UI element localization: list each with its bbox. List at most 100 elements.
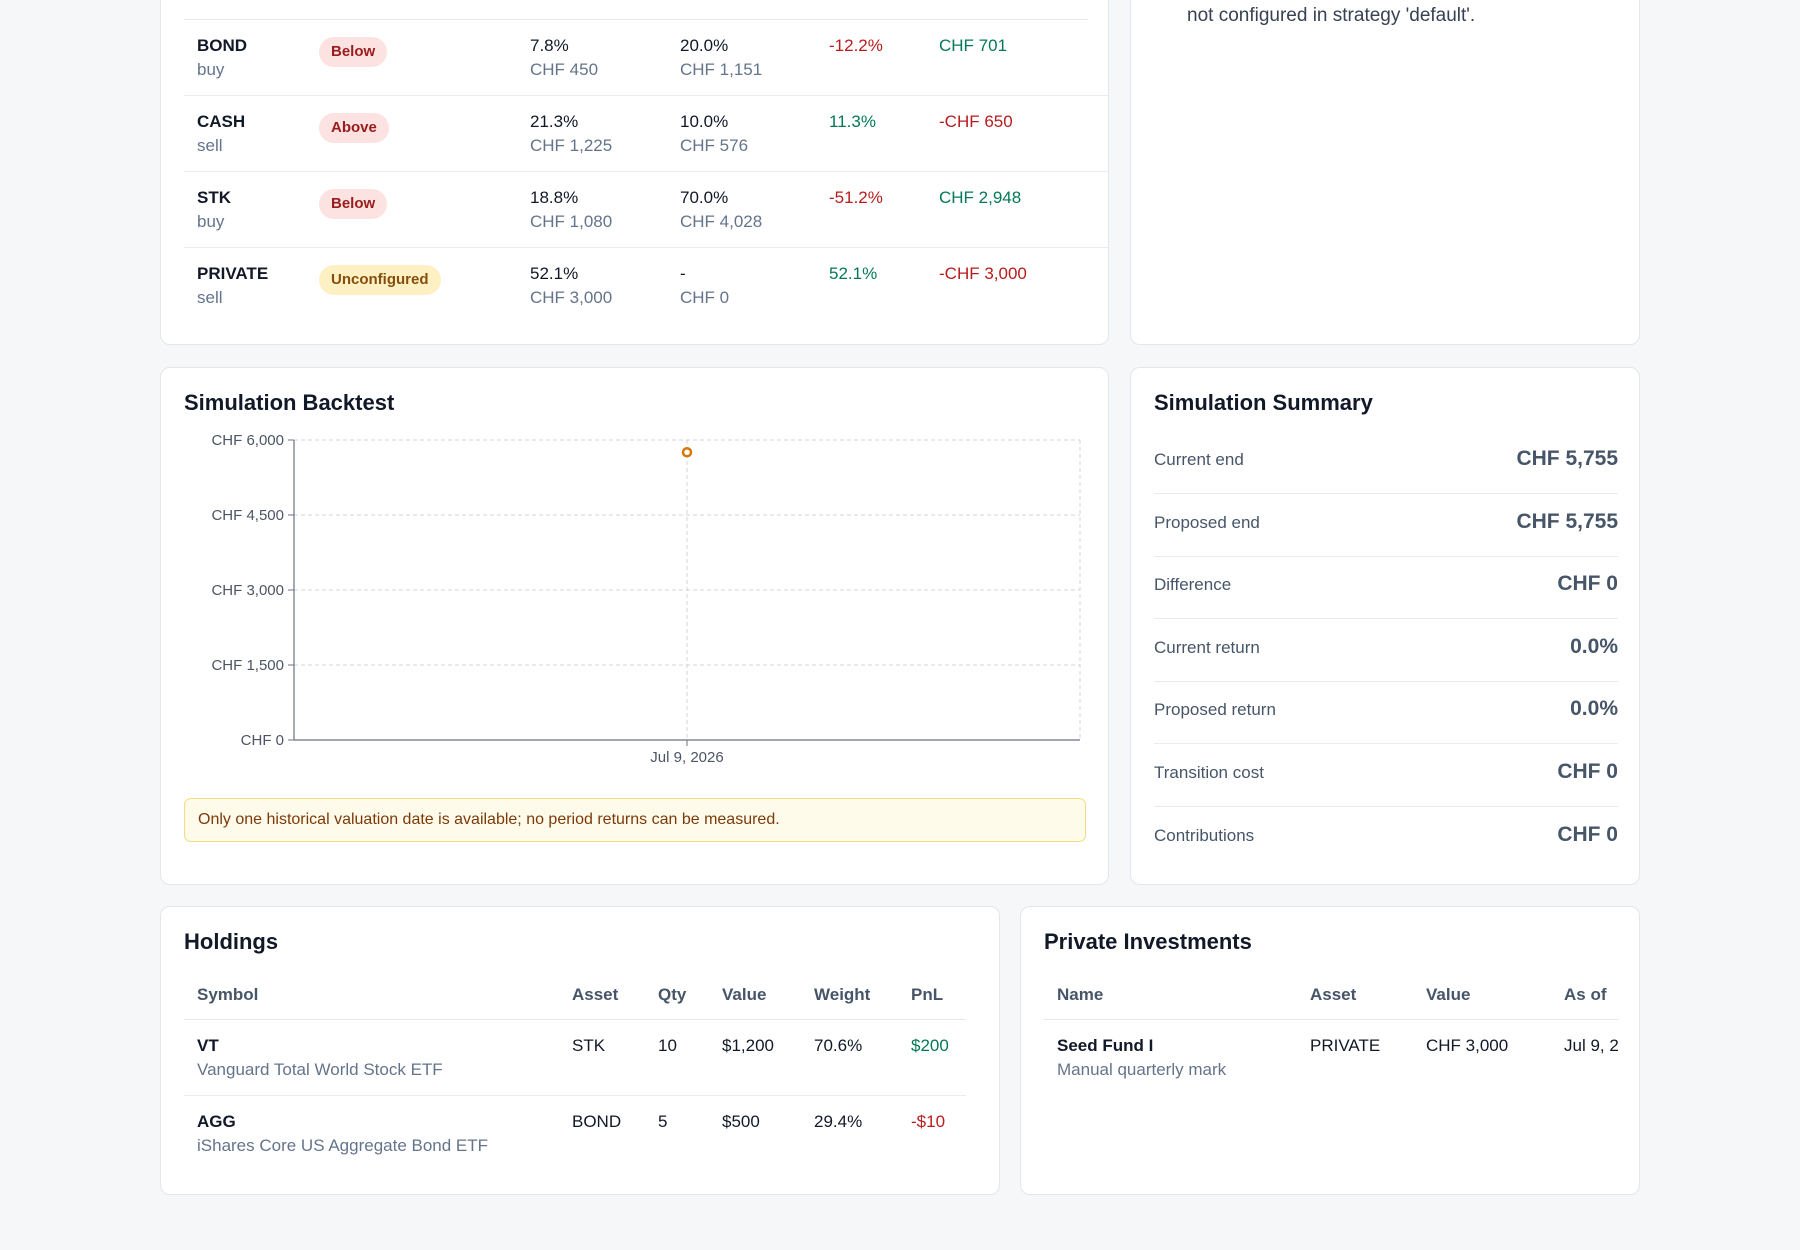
summary-label: Proposed return [1154,700,1276,720]
holding-qty: 5 [658,1112,668,1131]
col-as-of[interactable]: As of [1564,985,1607,1004]
summary-row: Current end CHF 5,755 [1154,432,1618,494]
col-name[interactable]: Name [1057,985,1104,1004]
summary-card: Simulation Summary Current end CHF 5,755 P… [1130,367,1640,885]
backtest-alert: Only one historical valuation date is av… [184,798,1086,842]
holding-value: $1,200 [722,1036,774,1055]
private-note: Manual quarterly mark [1057,1060,1227,1079]
target-pct: 70.0% [680,188,729,207]
col-weight[interactable]: Weight [814,985,871,1004]
summary-row: Current return 0.0% [1154,620,1618,682]
holding-weight: 70.6% [814,1036,863,1055]
summary-row: Contributions CHF 0 [1154,808,1618,870]
warnings-card: not configured in strategy 'default'. [1130,0,1640,345]
holdings-card: Holdings Symbol Asset Qty Value Weight P… [160,906,1000,1195]
private-card: Private Investments Name Asset Value As … [1020,906,1640,1195]
y-tick-label: CHF 3,000 [211,582,284,599]
summary-value: 0.0% [1570,697,1618,721]
summary-label: Current end [1154,450,1244,469]
private-as-of: Jul 9, 2026 [1564,1036,1618,1055]
summary-value: CHF 5,755 [1516,509,1618,533]
warning-text: not configured in strategy 'default'. [1187,5,1476,26]
data-point[interactable] [681,447,693,458]
y-tick-label: CHF 1,500 [211,657,284,674]
target-value: CHF 1,151 [680,60,763,79]
drift-value: 52.1% [829,264,878,283]
col-symbol[interactable]: Symbol [197,985,259,1004]
delta-value: -CHF 650 [939,112,1013,131]
col-value[interactable]: Value [1426,985,1471,1004]
holdings-title: Holdings [184,929,279,954]
summary-value: CHF 0 [1557,760,1618,783]
drift-card: BOND buy Below 7.8% CHF 450 20.0% CHF 1,151 -12… [160,0,1109,345]
asset-code: STK [197,188,231,207]
table-row[interactable]: Seed Fund I Manual quarterly mark PRIVATE C… [1044,1020,1618,1096]
drift-row: PRIVATE sell Unconfigured 52.1% CHF 3,000- CH… [184,248,1108,324]
col-qty[interactable]: Qty [658,985,687,1004]
holding-asset: STK [572,1036,606,1055]
target-value: CHF 576 [680,136,749,155]
target-pct: 20.0% [680,36,729,55]
y-tick-label: CHF 4,500 [211,507,284,524]
holding-name: Vanguard Total World Stock ETF [197,1060,443,1079]
summary-title: Simulation Summary [1154,390,1373,415]
holding-symbol: VT [197,1036,219,1055]
holding-weight: 29.4% [814,1112,863,1131]
private-title: Private Investments [1044,929,1252,954]
drift-row: CASH sell Above 21.3% CHF 1,225 10.0% CHF 576 1… [184,96,1108,172]
summary-value: CHF 0 [1557,822,1618,846]
backtest-card: Simulation Backtest CHF 0 CHF 1,500 CHF 3,… [160,367,1109,885]
y-tick-label: CHF 0 [241,732,284,749]
summary-value: CHF 0 [1557,572,1618,596]
private-name: Seed Fund I [1057,1036,1154,1055]
asset-code: CASH [197,112,246,131]
current-pct: 18.8% [530,188,579,207]
holding-name: iShares Core US Aggregate Bond ETF [197,1136,489,1155]
backtest-title: Simulation Backtest [184,390,395,415]
delta-value: -CHF 3,000 [939,264,1027,283]
drift-row: BOND buy Below 7.8% CHF 450 20.0% CHF 1,151 -12… [184,20,1108,96]
delta-value: CHF 701 [939,36,1008,55]
summary-label: Proposed end [1154,512,1260,532]
holding-pnl: $200 [911,1036,949,1055]
holding-value: $500 [722,1112,760,1131]
summary-value: 0.0% [1570,634,1618,658]
col-asset[interactable]: Asset [1310,985,1357,1004]
asset-action: sell [197,136,223,155]
holding-pnl: -$10 [911,1112,946,1131]
backtest-chart: CHF 0 CHF 1,500 CHF 3,000 CHF 4,500 CHF 6,00… [211,432,1081,766]
drift-row: STK buy Below 18.8% CHF 1,080 70.0% CHF 4,028 -… [184,172,1108,248]
x-tick-label: Jul 9, 2026 [650,749,723,766]
drift-header-divider [184,19,1088,20]
band-badge: Above [319,113,389,143]
private-asset: PRIVATE [1310,1036,1381,1055]
drift-value: 11.3% [829,112,876,131]
target-value: CHF 4,028 [680,212,763,231]
table-row[interactable]: AGG iShares Core US Aggregate Bond ETF BON… [184,1096,966,1172]
holding-asset: BOND [572,1112,622,1131]
delta-value: CHF 2,948 [939,188,1022,207]
col-pnl[interactable]: PnL [911,985,944,1004]
holdings-header-divider [184,1019,966,1020]
summary-value: CHF 5,755 [1516,447,1618,470]
target-pct: 10.0% [680,112,729,131]
summary-label: Current return [1154,637,1260,657]
col-value[interactable]: Value [722,985,767,1004]
current-pct: 21.3% [530,112,579,131]
holding-qty: 10 [658,1036,677,1055]
private-header-divider [1044,1019,1618,1020]
asset-action: buy [197,212,225,231]
current-pct: 7.8% [530,36,569,55]
col-asset[interactable]: Asset [572,985,619,1004]
current-value: CHF 1,225 [530,136,613,155]
summary-row: Proposed return 0.0% [1154,682,1618,745]
holding-symbol: AGG [197,1112,236,1131]
y-tick-label: CHF 6,000 [211,432,284,449]
table-row[interactable]: VT Vanguard Total World Stock ETF STK 10 $1,… [184,1020,966,1096]
current-pct: 52.1% [530,264,579,283]
current-value: CHF 3,000 [530,288,613,307]
summary-row: Proposed end CHF 5,755 [1154,495,1618,557]
private-value: CHF 3,000 [1426,1036,1509,1055]
summary-label: Difference [1154,575,1232,595]
band-badge: Below [319,37,388,67]
